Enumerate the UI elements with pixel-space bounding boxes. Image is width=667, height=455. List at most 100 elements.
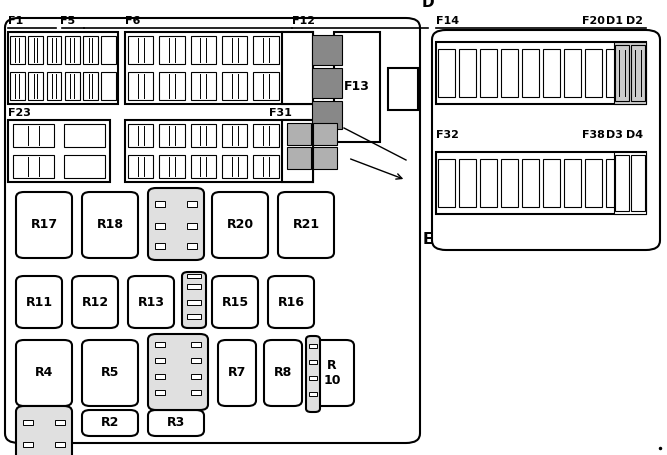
Bar: [606, 50, 623, 96]
Text: D3: D3: [606, 130, 623, 140]
Bar: [155, 374, 165, 379]
Bar: [65, 36, 79, 64]
Bar: [501, 50, 518, 96]
Bar: [125, 120, 313, 182]
Bar: [128, 36, 153, 64]
Bar: [8, 32, 118, 104]
Bar: [285, 124, 310, 147]
Text: F13: F13: [344, 81, 370, 93]
Text: F1: F1: [8, 16, 23, 26]
Bar: [187, 283, 201, 288]
Bar: [83, 72, 98, 100]
FancyBboxPatch shape: [218, 340, 256, 406]
Bar: [606, 159, 623, 207]
Bar: [222, 72, 247, 100]
FancyBboxPatch shape: [182, 272, 206, 328]
FancyBboxPatch shape: [72, 276, 118, 328]
Bar: [614, 152, 646, 214]
Bar: [309, 360, 317, 364]
FancyBboxPatch shape: [212, 192, 268, 258]
Bar: [28, 72, 43, 100]
Text: R4: R4: [35, 366, 53, 379]
Text: R18: R18: [97, 218, 123, 232]
Text: R21: R21: [292, 218, 319, 232]
Text: F6: F6: [125, 16, 140, 26]
Bar: [631, 155, 645, 211]
FancyBboxPatch shape: [16, 406, 72, 455]
Bar: [436, 42, 646, 104]
Bar: [101, 72, 116, 100]
Bar: [65, 72, 79, 100]
Text: R2: R2: [101, 416, 119, 430]
Text: R
10: R 10: [323, 359, 341, 387]
Text: E: E: [423, 233, 433, 248]
Bar: [13, 155, 54, 178]
Bar: [522, 159, 539, 207]
Bar: [191, 155, 216, 178]
Text: F20: F20: [582, 16, 605, 26]
Bar: [191, 389, 201, 394]
Text: F31: F31: [269, 108, 292, 118]
Text: R13: R13: [137, 295, 165, 308]
Bar: [155, 389, 165, 394]
Bar: [155, 223, 165, 229]
Bar: [285, 36, 310, 64]
Bar: [253, 72, 279, 100]
Bar: [155, 358, 165, 363]
Bar: [312, 101, 342, 129]
Bar: [128, 155, 153, 178]
Text: R16: R16: [277, 295, 305, 308]
Text: R7: R7: [228, 366, 246, 379]
Bar: [187, 313, 201, 318]
FancyBboxPatch shape: [432, 30, 660, 250]
Bar: [47, 36, 61, 64]
Bar: [191, 358, 201, 363]
Bar: [125, 32, 313, 104]
FancyBboxPatch shape: [268, 276, 314, 328]
Text: R3: R3: [167, 416, 185, 430]
FancyBboxPatch shape: [82, 340, 138, 406]
Text: F12: F12: [292, 16, 315, 26]
Bar: [159, 155, 185, 178]
Bar: [187, 274, 201, 278]
FancyBboxPatch shape: [16, 340, 72, 406]
Bar: [631, 45, 645, 101]
Bar: [191, 124, 216, 147]
Text: F5: F5: [60, 16, 75, 26]
Bar: [191, 342, 201, 347]
Bar: [128, 72, 153, 100]
Bar: [101, 36, 116, 64]
Bar: [281, 120, 313, 182]
FancyBboxPatch shape: [212, 276, 258, 328]
Bar: [83, 36, 98, 64]
Bar: [28, 36, 43, 64]
Text: D1: D1: [606, 16, 623, 26]
Bar: [564, 50, 581, 96]
Bar: [187, 299, 201, 304]
Bar: [222, 36, 247, 64]
Bar: [285, 72, 310, 100]
Bar: [585, 50, 602, 96]
Bar: [13, 124, 54, 147]
Bar: [23, 441, 33, 446]
Bar: [287, 123, 311, 145]
Text: F32: F32: [436, 130, 459, 140]
Bar: [64, 155, 105, 178]
Bar: [23, 420, 33, 425]
Text: D: D: [422, 0, 434, 10]
Bar: [313, 147, 337, 169]
Text: R12: R12: [81, 295, 109, 308]
Bar: [436, 152, 646, 214]
Bar: [438, 50, 455, 96]
Bar: [222, 124, 247, 147]
Text: R15: R15: [221, 295, 249, 308]
Text: F14: F14: [436, 16, 459, 26]
Bar: [627, 50, 644, 96]
Bar: [564, 159, 581, 207]
Bar: [187, 243, 197, 249]
Bar: [159, 124, 185, 147]
Text: R11: R11: [25, 295, 53, 308]
Text: D4: D4: [626, 130, 643, 140]
Bar: [312, 68, 342, 98]
FancyBboxPatch shape: [82, 192, 138, 258]
